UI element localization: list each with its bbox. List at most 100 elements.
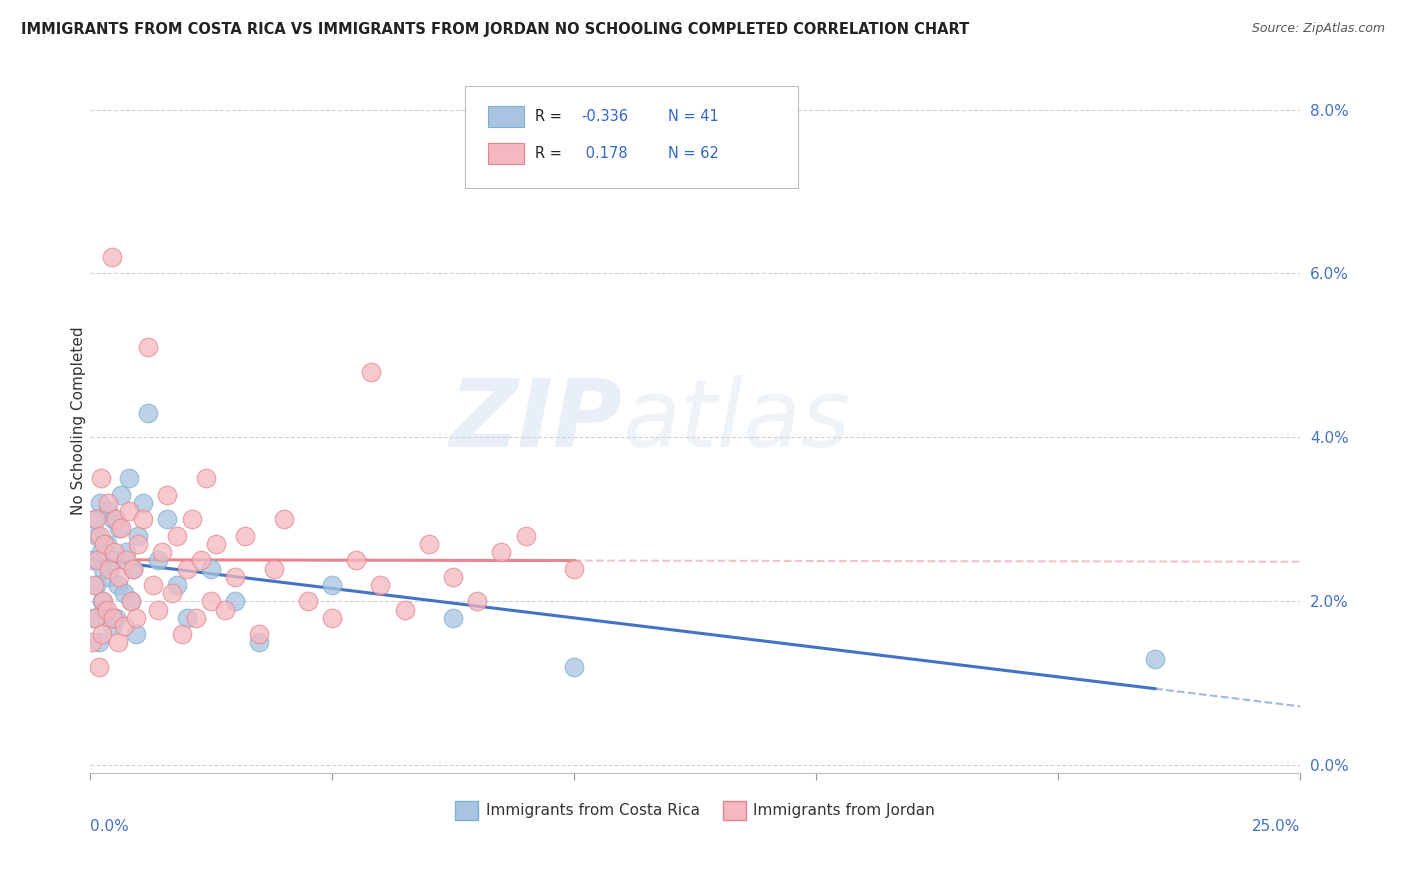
Point	[108, 520, 131, 534]
Point	[115, 545, 138, 559]
Point	[87, 660, 110, 674]
Point	[97, 496, 120, 510]
Point	[204, 537, 226, 551]
Point	[83, 512, 105, 526]
Point	[120, 594, 142, 608]
Point	[146, 553, 169, 567]
Point	[89, 545, 111, 559]
Point	[136, 340, 159, 354]
Point	[146, 602, 169, 616]
Point	[89, 529, 111, 543]
Point	[98, 561, 121, 575]
Point	[370, 578, 392, 592]
Point	[394, 602, 416, 616]
Point	[491, 545, 513, 559]
Point	[83, 578, 105, 592]
Legend: Immigrants from Costa Rica, Immigrants from Jordan: Immigrants from Costa Rica, Immigrants f…	[449, 795, 941, 826]
Point	[321, 611, 343, 625]
Point	[152, 545, 174, 559]
Text: Source: ZipAtlas.com: Source: ZipAtlas.com	[1251, 22, 1385, 36]
Point	[176, 561, 198, 575]
Point	[190, 553, 212, 567]
Text: N = 41: N = 41	[668, 109, 718, 124]
Point	[112, 619, 135, 633]
Point	[465, 594, 488, 608]
Point	[166, 529, 188, 543]
Point	[127, 537, 149, 551]
Point	[562, 660, 585, 674]
Point	[142, 578, 165, 592]
Point	[247, 635, 270, 649]
FancyBboxPatch shape	[465, 87, 799, 188]
Point	[101, 512, 124, 526]
Point	[91, 627, 114, 641]
Point	[200, 561, 222, 575]
Point	[562, 561, 585, 575]
Point	[115, 553, 138, 567]
Text: N = 62: N = 62	[668, 145, 720, 161]
Point	[160, 586, 183, 600]
Point	[87, 635, 110, 649]
Point	[93, 561, 115, 575]
Point	[89, 471, 111, 485]
Point	[247, 627, 270, 641]
Point	[82, 553, 104, 567]
Point	[84, 578, 107, 592]
Point	[224, 594, 246, 608]
Point	[89, 496, 111, 510]
Text: IMMIGRANTS FROM COSTA RICA VS IMMIGRANTS FROM JORDAN NO SCHOOLING COMPLETED CORR: IMMIGRANTS FROM COSTA RICA VS IMMIGRANTS…	[21, 22, 969, 37]
Point	[97, 504, 120, 518]
Point	[122, 561, 145, 575]
Text: 0.0%: 0.0%	[90, 819, 128, 833]
Point	[96, 537, 118, 551]
Point	[180, 512, 202, 526]
Point	[441, 611, 464, 625]
Point	[127, 529, 149, 543]
Point	[156, 488, 179, 502]
Point	[83, 611, 105, 625]
Point	[86, 529, 108, 543]
Point	[186, 611, 208, 625]
Point	[224, 570, 246, 584]
Point	[103, 545, 125, 559]
Point	[515, 529, 537, 543]
Point	[103, 553, 125, 567]
Point	[176, 611, 198, 625]
Point	[263, 561, 285, 575]
Point	[96, 602, 118, 616]
Point	[360, 365, 382, 379]
Point	[93, 537, 115, 551]
Point	[132, 512, 155, 526]
Point	[156, 512, 179, 526]
Point	[112, 586, 135, 600]
Point	[125, 627, 148, 641]
Point	[101, 611, 124, 625]
Point	[105, 512, 128, 526]
Point	[273, 512, 295, 526]
FancyBboxPatch shape	[488, 106, 524, 127]
Point	[107, 635, 129, 649]
Point	[1143, 651, 1166, 665]
Text: 25.0%: 25.0%	[1251, 819, 1301, 833]
Point	[82, 635, 104, 649]
Point	[100, 250, 122, 264]
Text: -0.336: -0.336	[581, 109, 628, 124]
Point	[83, 611, 105, 625]
Point	[441, 570, 464, 584]
Point	[84, 512, 107, 526]
FancyBboxPatch shape	[488, 143, 524, 164]
Text: R =: R =	[536, 145, 567, 161]
Point	[344, 553, 367, 567]
Y-axis label: No Schooling Completed: No Schooling Completed	[72, 326, 86, 516]
Text: R =: R =	[536, 109, 567, 124]
Point	[125, 611, 148, 625]
Text: ZIP: ZIP	[450, 375, 623, 467]
Point	[166, 578, 188, 592]
Point	[110, 488, 132, 502]
Point	[122, 561, 145, 575]
Point	[93, 594, 115, 608]
Text: 0.178: 0.178	[581, 145, 628, 161]
Text: atlas: atlas	[623, 376, 851, 467]
Point	[170, 627, 193, 641]
Point	[93, 602, 115, 616]
